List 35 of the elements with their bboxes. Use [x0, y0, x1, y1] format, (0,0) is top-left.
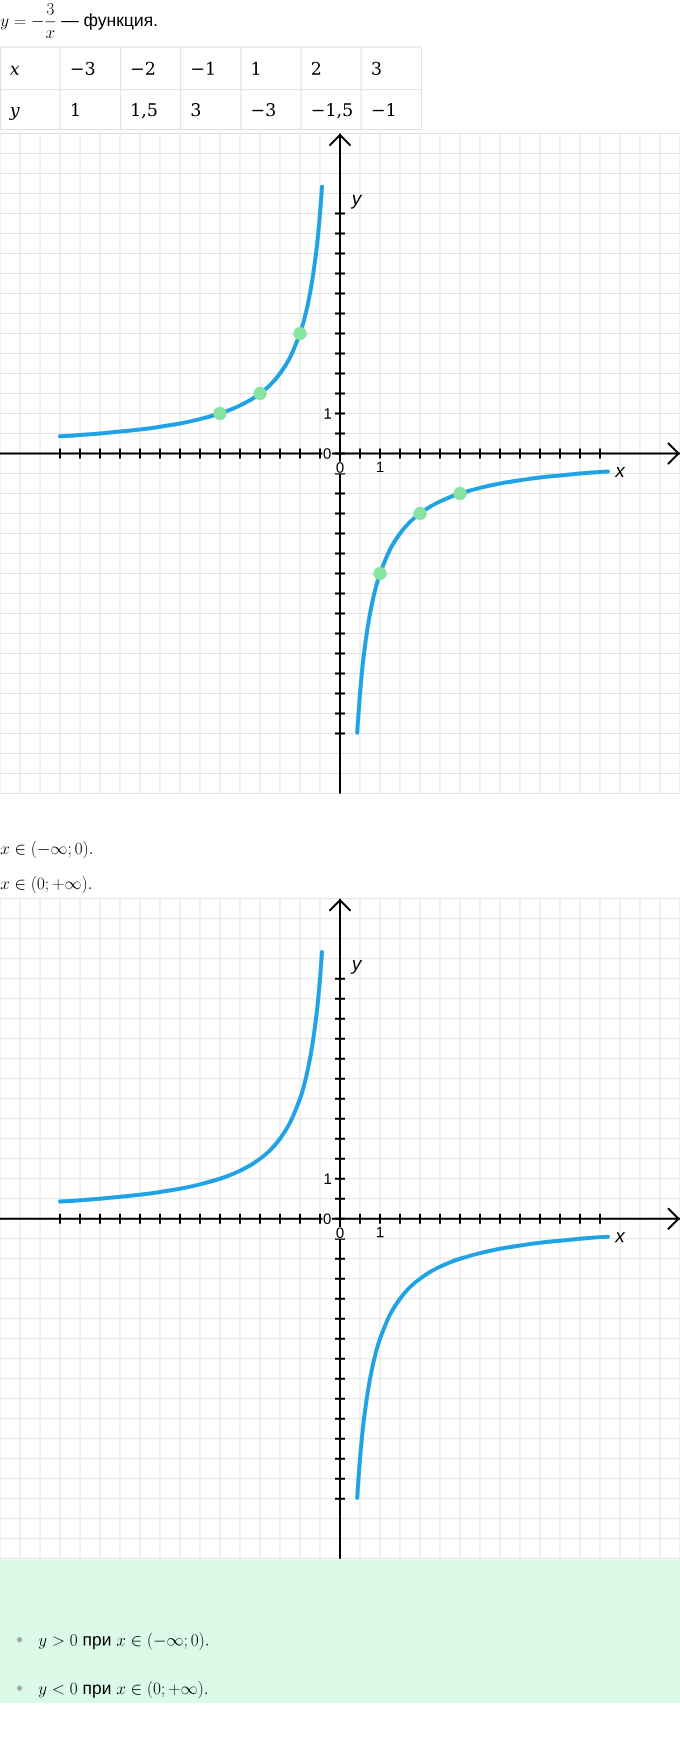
- y-axis-title: y: [350, 959, 363, 974]
- y-tick-label: 0: [323, 448, 331, 459]
- point: [213, 406, 227, 421]
- line-series: [58, 949, 325, 1204]
- text: −3: [252, 103, 275, 117]
- line-series: [58, 184, 325, 439]
- x-axis-title: x: [614, 1232, 626, 1243]
- text: $x\in(-\infty;0).$: [0, 841, 92, 859]
- text: −1,5: [312, 103, 352, 119]
- text: −1: [192, 61, 214, 75]
- text: 3: [372, 61, 381, 75]
- text: −1: [372, 103, 395, 117]
- text: $y>0\text{ при }x\in(-\infty;0).$: [38, 1632, 208, 1650]
- x-axis-title: x: [614, 467, 626, 478]
- y-tick-label: 0: [323, 1213, 331, 1225]
- text: 2: [311, 61, 321, 75]
- text: x: [9, 65, 20, 75]
- text: $x\in(0;+\infty).$: [0, 876, 91, 894]
- point: [413, 506, 427, 521]
- text: $y=-\frac{3}{x}\text{ — функция.}$: [0, 3, 157, 38]
- y-axis-title: y: [350, 194, 363, 209]
- text: 3: [191, 103, 201, 117]
- text: −3: [71, 61, 95, 75]
- point: [253, 386, 267, 401]
- text: 1: [72, 103, 79, 117]
- point: [453, 486, 467, 501]
- text: 1: [252, 61, 260, 75]
- point: [373, 566, 387, 581]
- y-tick-label: 1: [324, 1173, 332, 1184]
- y-tick-label: 1: [324, 408, 332, 419]
- text: $y<0\text{ при }x\in(0;+\infty).$: [38, 1681, 207, 1699]
- text: y: [9, 106, 20, 120]
- text: −2: [131, 61, 155, 75]
- text: 1,5: [132, 103, 157, 119]
- point: [293, 326, 307, 341]
